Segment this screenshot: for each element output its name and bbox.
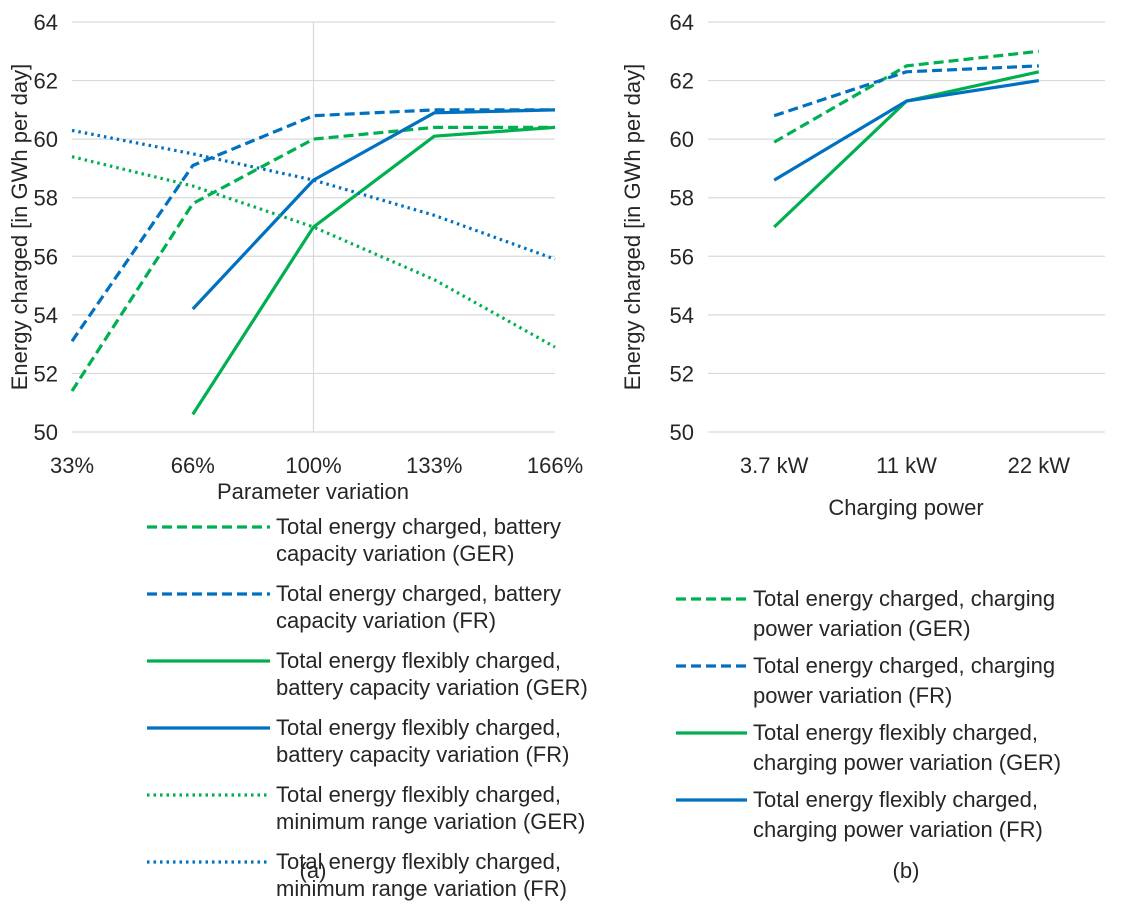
x-tick-label: 100% [285,453,341,478]
legend-entry-line: capacity variation (GER) [276,541,514,566]
series-line-1 [773,49,1039,144]
x-tick-label: 22 kW [1008,453,1071,478]
legend-entry-line: charging power variation (FR) [753,817,1043,842]
legend-entry-line: Total energy flexibly charged, [753,787,1038,812]
series-line-4 [191,108,556,311]
y-tick-label: 50 [670,420,694,445]
y-tick-label: 54 [670,303,694,328]
chart-panel-b: 50 52 54 56 58 60 62 64 3.7 kW 11 kW 22 kW Energy c… [620,10,1105,883]
legend-entry-line: Total energy flexibly charged, [276,782,561,807]
y-tick-label: 64 [34,10,58,35]
y-axis-label: Energy charged [in GWh per day] [620,64,645,391]
x-tick-label: 11 kW [876,453,937,478]
legend-entry-line: Total energy flexibly charged, [276,648,561,673]
legend-entry-line: power variation (FR) [753,683,952,708]
legend-entry: Total energy charged, charging power vari… [753,586,1055,641]
y-tick-label: 58 [34,186,58,211]
y-tick-label: 50 [34,420,58,445]
legend-entry-line: minimum range variation (FR) [276,876,567,901]
legend-entry: Total energy flexibly charged, battery ca… [276,715,569,767]
y-tick-label: 58 [670,186,694,211]
legend-entry: Total energy flexibly charged, battery ca… [276,648,588,700]
y-axis-label: Energy charged [in GWh per day] [7,64,32,391]
chart-panel-a: 50 52 54 56 58 60 62 64 33% 66% 100% 133% 166% Energy… [7,10,588,901]
legend-entry-line: Total energy charged, battery [276,581,561,606]
y-tick-label: 52 [670,361,694,386]
legend-entry: Total energy flexibly charged, minimum ra… [276,849,567,901]
legend-entry-line: Total energy charged, charging [753,586,1055,611]
y-tick-label: 60 [34,127,58,152]
series-line-3 [773,70,1040,229]
legend-entry: Total energy charged, battery capacity va… [276,581,561,633]
x-tick-label: 33% [50,453,94,478]
series-line-5 [71,155,556,349]
y-tick-label: 64 [670,10,694,35]
legend-entry: Total energy flexibly charged, minimum ra… [276,782,585,834]
y-tick-label: 62 [670,69,694,94]
legend-entry: Total energy flexibly charged, charging p… [753,787,1043,842]
legend-entry-line: Total energy charged, charging [753,653,1055,678]
legend-entry-line: power variation (GER) [753,616,971,641]
legend-entry-line: capacity variation (FR) [276,608,496,633]
x-axis-label: Parameter variation [217,479,409,504]
series-line-2 [773,64,1039,118]
y-tick-label: 54 [34,303,58,328]
legend-entry: Total energy flexibly charged, charging p… [753,720,1061,775]
legend-entry: Total energy charged, charging power vari… [753,653,1055,708]
legend-entry-line: Total energy flexibly charged, [276,849,561,874]
x-tick-label: 166% [527,453,583,478]
legend-entry-line: charging power variation (GER) [753,750,1061,775]
x-tick-label: 3.7 kW [740,453,809,478]
legend-entry-line: battery capacity variation (FR) [276,742,569,767]
series-line-3 [191,125,556,416]
y-tick-label: 62 [34,69,58,94]
panel-label: (b) [893,858,920,883]
x-tick-label: 66% [171,453,215,478]
series-line-4 [773,79,1040,182]
panel-label: (a) [300,858,327,883]
legend-entry-line: Total energy flexibly charged, [753,720,1038,745]
x-tick-label: 133% [406,453,462,478]
y-tick-label: 60 [670,127,694,152]
legend-entry: Total energy charged, battery capacity va… [276,514,561,566]
legend-entry-line: minimum range variation (GER) [276,809,585,834]
y-tick-label: 56 [34,244,58,269]
legend-entry-line: Total energy flexibly charged, [276,715,561,740]
legend-entry-line: Total energy charged, battery [276,514,561,539]
x-axis-label: Charging power [828,495,983,520]
y-tick-label: 56 [670,244,694,269]
series-line-2 [70,108,555,343]
y-tick-label: 52 [34,361,58,386]
legend-entry-line: battery capacity variation (GER) [276,675,588,700]
